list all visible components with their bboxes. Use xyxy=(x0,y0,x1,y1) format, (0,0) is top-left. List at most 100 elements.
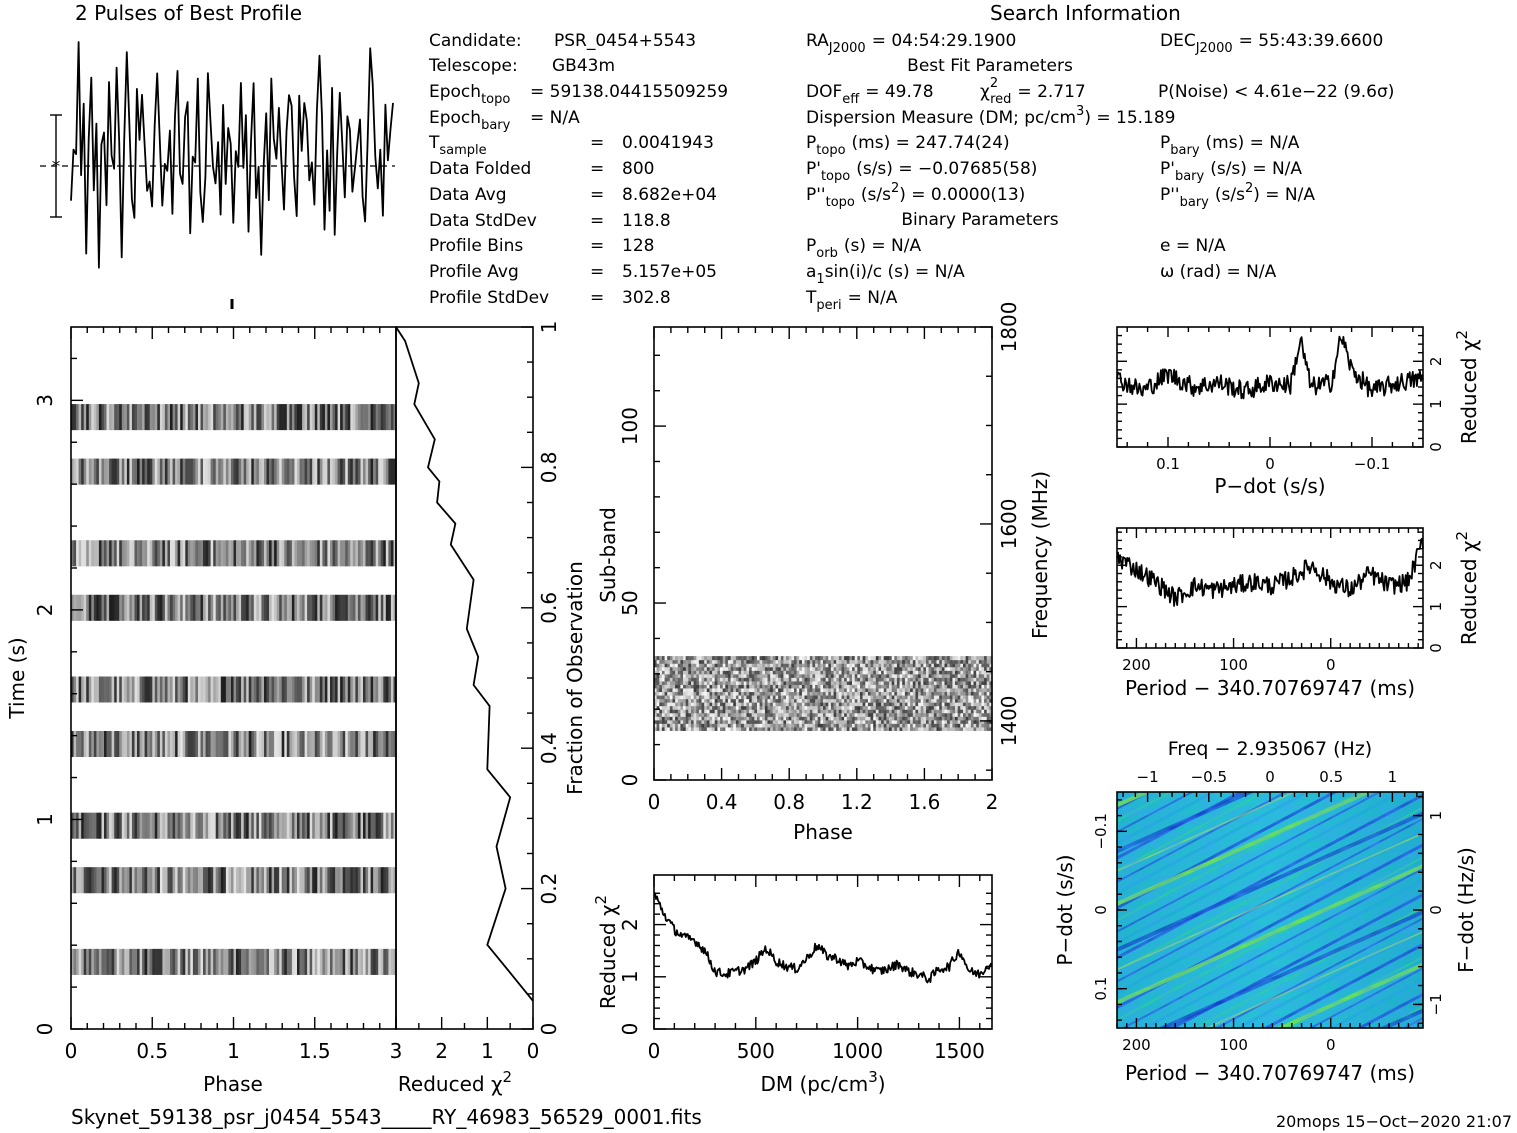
profile-avg-label: Profile Avg xyxy=(429,262,519,282)
time-phase-cell xyxy=(96,867,100,894)
time-phase-cell xyxy=(337,404,341,431)
subband-cell xyxy=(669,698,674,703)
subband-cell xyxy=(791,695,795,700)
subband-cell xyxy=(936,666,940,671)
subband-cell xyxy=(970,698,975,703)
subband-cell xyxy=(733,716,737,721)
time-phase-cell xyxy=(347,404,351,431)
subband-cell xyxy=(933,702,938,707)
subband-cell xyxy=(743,691,748,696)
subband-cell xyxy=(928,666,932,671)
subband-cell xyxy=(846,666,851,671)
time-phase-cell xyxy=(78,594,82,621)
ppdot-xlabel: Period − 340.70769747 (ms) xyxy=(1125,1061,1415,1085)
subband-cell xyxy=(870,656,874,661)
subband-cell xyxy=(801,666,806,671)
subband-cell xyxy=(764,695,769,700)
subband-cell xyxy=(706,659,711,664)
time-phase-cell xyxy=(253,948,257,975)
time-phase-cell xyxy=(271,676,275,703)
subband-cell xyxy=(947,712,951,717)
subband-cell xyxy=(844,726,848,731)
subband-cell xyxy=(883,716,887,721)
subband-cell xyxy=(857,723,861,728)
subband-cell xyxy=(799,688,803,693)
subband-cell xyxy=(907,688,911,693)
subband-cell xyxy=(830,698,835,703)
time-phase-cell xyxy=(355,731,359,757)
subband-cell xyxy=(791,691,795,696)
subband-cell xyxy=(852,709,856,714)
time-phase-cell xyxy=(225,404,230,431)
subband-cell xyxy=(865,659,869,664)
time-phase-cell xyxy=(149,458,153,485)
subband-cell xyxy=(680,695,684,700)
subband-cell xyxy=(685,677,689,682)
time-phase-cell xyxy=(279,594,283,621)
time-phase-cell xyxy=(119,458,123,485)
subband-cell xyxy=(891,666,895,671)
time-phase-cell xyxy=(195,812,199,839)
subband-cell xyxy=(949,698,954,703)
subband-cell xyxy=(970,712,975,717)
subband-cell xyxy=(870,691,874,696)
subband-cell xyxy=(794,663,798,668)
time-phase-cell xyxy=(335,812,339,839)
subband-cell xyxy=(691,691,695,696)
time-phase-cell xyxy=(355,948,359,975)
time-phase-cell xyxy=(383,540,387,567)
subband-cell xyxy=(712,666,716,671)
subband-cell xyxy=(730,716,734,721)
dm-xtick-label: 1500 xyxy=(934,1039,985,1063)
time-phase-cell xyxy=(373,404,377,431)
time-phase-cell xyxy=(147,867,151,894)
subband-cell xyxy=(949,723,954,728)
subband-cell xyxy=(754,705,758,710)
time-phase-cell xyxy=(192,540,197,567)
subband-cell xyxy=(920,726,924,731)
subband-cell xyxy=(794,723,798,728)
subband-cell xyxy=(735,659,740,664)
time-phase-cell xyxy=(253,812,257,839)
subband-cell xyxy=(846,663,851,668)
subband-cell xyxy=(778,666,782,671)
subband-cell xyxy=(970,656,975,661)
subband-cell xyxy=(963,712,967,717)
subband-cell xyxy=(783,719,787,724)
subband-cell xyxy=(693,663,697,668)
time-phase-cell xyxy=(129,812,133,839)
subband-cell xyxy=(852,663,856,668)
subband-cell xyxy=(804,673,808,678)
subband-cell xyxy=(867,684,872,689)
subband-cell xyxy=(849,702,853,707)
subband-cell xyxy=(667,691,671,696)
subband-cell xyxy=(894,688,898,693)
subband-cell xyxy=(838,656,843,661)
subband-cell xyxy=(709,684,713,689)
subband-cell xyxy=(730,684,734,689)
subband-cell xyxy=(854,723,858,728)
subband-cell xyxy=(920,673,924,678)
time-phase-cell xyxy=(393,948,397,975)
subband-cell xyxy=(955,691,959,696)
time-phase-cell xyxy=(390,540,395,567)
time-phase-cell xyxy=(78,948,82,975)
subband-cell xyxy=(680,659,684,664)
subband-cell xyxy=(743,656,748,661)
subband-cell xyxy=(815,677,819,682)
subband-cell xyxy=(661,677,666,682)
subband-cell xyxy=(891,663,895,668)
subband-cell xyxy=(881,684,885,689)
subband-cell xyxy=(973,680,977,685)
subband-cell xyxy=(688,688,692,693)
time-phase-cell xyxy=(233,812,237,839)
subband-cell xyxy=(836,726,840,731)
subband-cell xyxy=(680,684,684,689)
subband-cell xyxy=(820,723,824,728)
time-phase-cell xyxy=(170,404,174,431)
time-phase-cell xyxy=(121,404,125,431)
time-phase-cell xyxy=(180,867,184,894)
time-phase-cell xyxy=(388,948,392,975)
subband-cell xyxy=(775,673,779,678)
